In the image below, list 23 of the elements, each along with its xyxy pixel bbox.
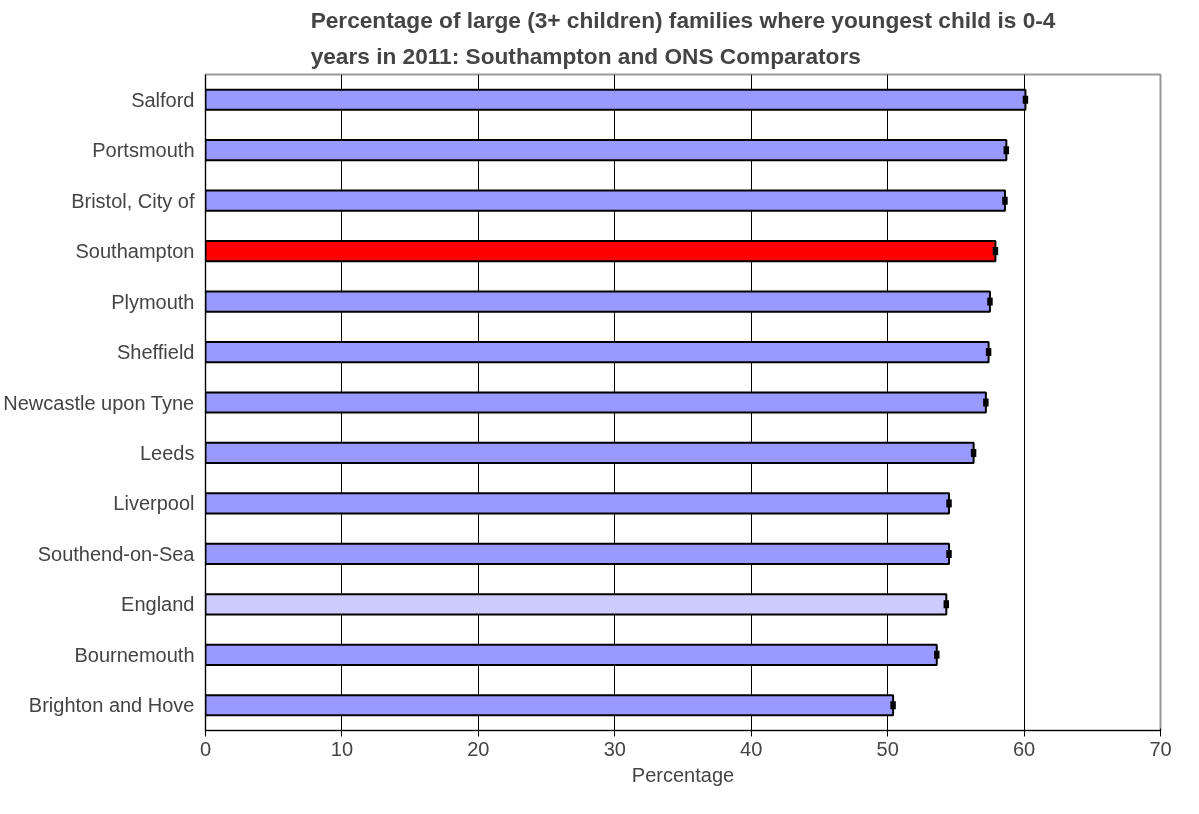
x-tick-label: 20 <box>467 737 490 760</box>
y-tick-label: Sheffield <box>117 341 195 364</box>
y-tick-label: Leeds <box>140 441 195 464</box>
y-tick-label: Southend-on-Sea <box>37 542 196 565</box>
x-tick-label: 40 <box>740 737 763 760</box>
y-tick-label: Newcastle upon Tyne <box>3 391 195 414</box>
y-tick-label: Bournemouth <box>74 643 195 666</box>
chart-title: Percentage of large (3+ children) families where youngest child is 0-4 years in 2011: Southampton and ONS Comparators <box>310 7 1056 70</box>
x-tick-label: 0 <box>199 737 212 760</box>
y-tick-label: Southampton <box>75 240 195 263</box>
x-tick-label: 70 <box>1149 737 1172 760</box>
x-tick-label: 10 <box>330 737 354 760</box>
x-axis-title: Percentage <box>631 763 735 786</box>
y-tick-label: Portsmouth <box>92 139 195 162</box>
y-tick-label: Plymouth <box>111 290 195 313</box>
y-tick-label: Bristol, City of <box>71 189 195 212</box>
y-tick-label: England <box>121 593 195 616</box>
y-tick-label: Salford <box>131 88 195 111</box>
y-tick-label: Brighton and Hove <box>28 694 195 717</box>
x-tick-label: 30 <box>603 737 626 760</box>
x-tick-label: 50 <box>876 737 899 760</box>
y-tick-label: Liverpool <box>113 492 195 515</box>
x-tick-label: 60 <box>1012 737 1036 760</box>
